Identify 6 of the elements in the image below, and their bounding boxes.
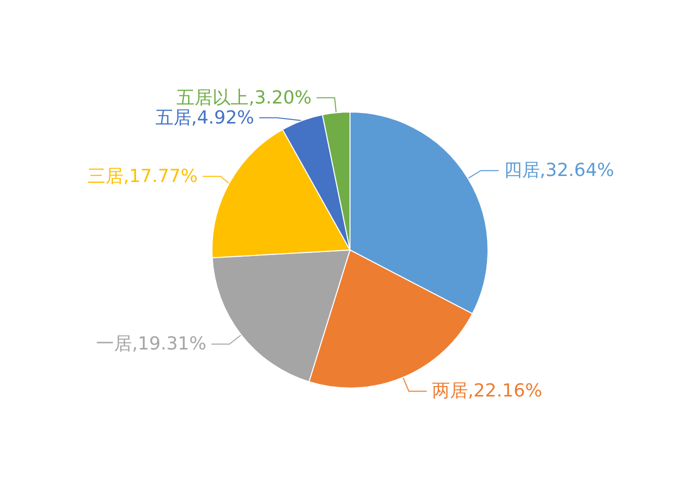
slice-label: 五居,4.92% [155,107,254,128]
slice-label: 三居,17.77% [87,166,198,187]
slice-label: 五居以上,3.20% [176,87,312,108]
slice-label: 四居,32.64% [504,160,614,182]
slice-label: 一居,19.31% [96,334,206,355]
slice-label: 两居,22.16% [432,380,542,402]
